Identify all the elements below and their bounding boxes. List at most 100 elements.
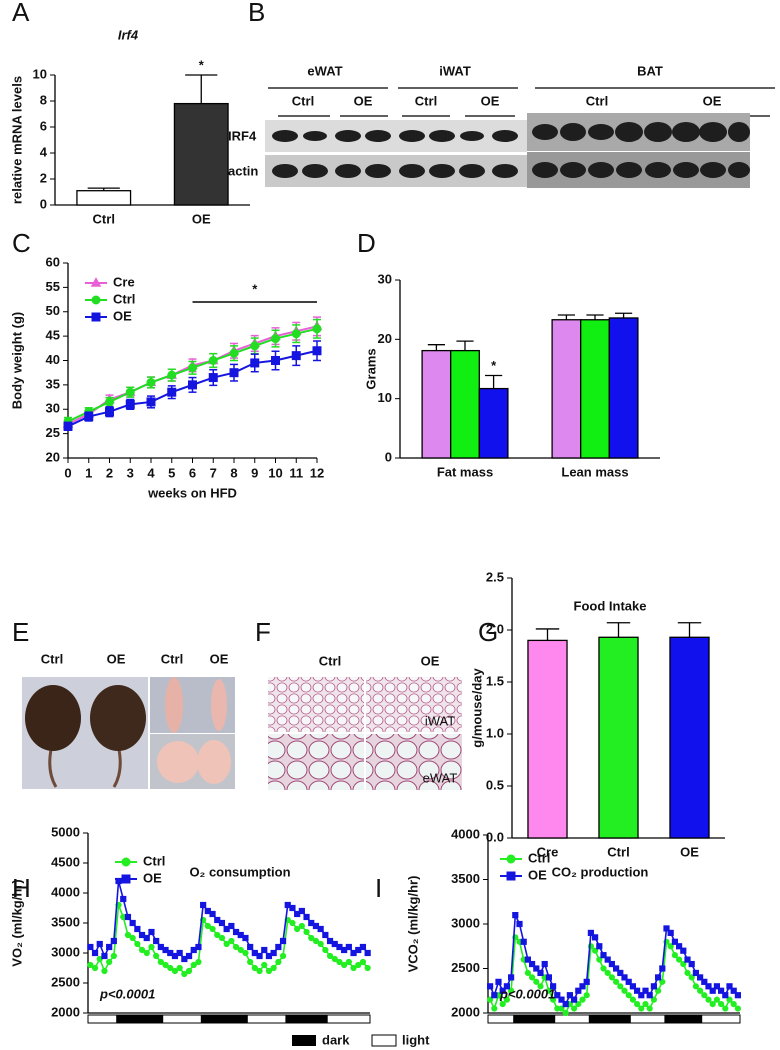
marker (709, 1001, 716, 1008)
marker (583, 978, 590, 985)
marker (650, 983, 657, 990)
marker (143, 934, 150, 942)
marker (143, 949, 150, 957)
bar (608, 317, 639, 459)
marker (153, 937, 160, 945)
histology-label: Ctrl (319, 653, 341, 668)
y-tick-label: 20 (46, 449, 60, 464)
marker (550, 983, 557, 990)
x-tick-label: 2 (106, 465, 113, 480)
marker (188, 380, 197, 390)
y-tick-label: 6 (40, 118, 47, 133)
marker (709, 987, 716, 994)
significance-mark: * (199, 57, 205, 72)
x-tick-label: 9 (251, 465, 258, 480)
chart-title: O₂ consumption (189, 864, 290, 879)
marker (726, 983, 733, 990)
marker (533, 965, 540, 972)
marker (218, 919, 226, 927)
y-axis-label: Body weight (g) (9, 312, 24, 410)
marker (659, 978, 666, 985)
marker (629, 996, 637, 1003)
marker (545, 974, 552, 981)
marker (250, 358, 260, 368)
marker (667, 943, 674, 950)
marker (571, 996, 578, 1003)
marker (289, 904, 296, 912)
y-tick-label: 30 (378, 271, 392, 286)
marker (359, 958, 367, 966)
marker (359, 943, 367, 951)
marker (506, 871, 516, 881)
marker (646, 992, 653, 999)
marker (190, 961, 197, 969)
marker (96, 940, 103, 948)
y-tick-label: 1.0 (486, 725, 504, 740)
marker (209, 925, 216, 933)
marker (364, 964, 371, 972)
marker (214, 931, 221, 939)
dark-period (200, 1015, 248, 1023)
marker (516, 920, 523, 928)
marker (146, 377, 156, 387)
group-label: OE (354, 93, 373, 108)
y-tick-label: 10 (33, 66, 47, 81)
marker (596, 956, 603, 963)
marker (101, 967, 108, 975)
marker (537, 969, 544, 977)
marker (106, 943, 113, 951)
bar (450, 349, 480, 459)
marker (336, 958, 343, 966)
marker (722, 992, 729, 999)
marker (617, 983, 624, 990)
marker (529, 960, 536, 968)
marker (91, 295, 101, 305)
marker (171, 967, 179, 975)
x-tick-label: 10 (268, 465, 282, 480)
marker (600, 965, 607, 972)
y-tick-label: 0 (385, 449, 392, 464)
y-tick-label: 55 (46, 279, 60, 294)
marker (680, 960, 687, 968)
x-tick-label: 1 (85, 465, 92, 480)
marker (176, 949, 183, 957)
bar (478, 387, 509, 459)
y-tick-label: 2500 (51, 974, 80, 989)
marker (604, 956, 611, 963)
marker (129, 934, 136, 942)
x-tick-label: Ctrl (607, 844, 629, 859)
x-axis-label: weeks on HFD (147, 485, 237, 500)
mouse-photos: Ctrl OE Ctrl OE (22, 651, 235, 789)
y-tick-label: 25 (46, 425, 60, 440)
marker (680, 947, 687, 954)
marker (650, 996, 658, 1003)
marker (345, 958, 352, 966)
y-tick-label: 0.0 (486, 829, 504, 844)
marker (508, 987, 515, 994)
marker (655, 987, 662, 994)
marker (663, 925, 670, 932)
legend-label: Cre (113, 274, 135, 289)
marker (251, 964, 258, 972)
marker (726, 996, 733, 1003)
marker (298, 922, 305, 930)
histology-label: OE (421, 653, 440, 668)
panel-letter: E (12, 617, 29, 647)
marker (204, 922, 211, 930)
marker (621, 987, 628, 994)
y-tick-label: 3500 (51, 914, 80, 929)
marker (185, 967, 193, 975)
marker (271, 356, 280, 365)
marker (355, 961, 362, 969)
legend-label: Ctrl (143, 853, 165, 868)
marker (265, 967, 273, 975)
marker (571, 1005, 578, 1012)
marker (667, 929, 674, 936)
x-tick-label: OE (680, 844, 699, 859)
marker (129, 919, 136, 927)
y-tick-label: 2000 (51, 1004, 80, 1019)
marker (491, 1005, 498, 1012)
marker (705, 996, 712, 1003)
marker (705, 983, 712, 990)
